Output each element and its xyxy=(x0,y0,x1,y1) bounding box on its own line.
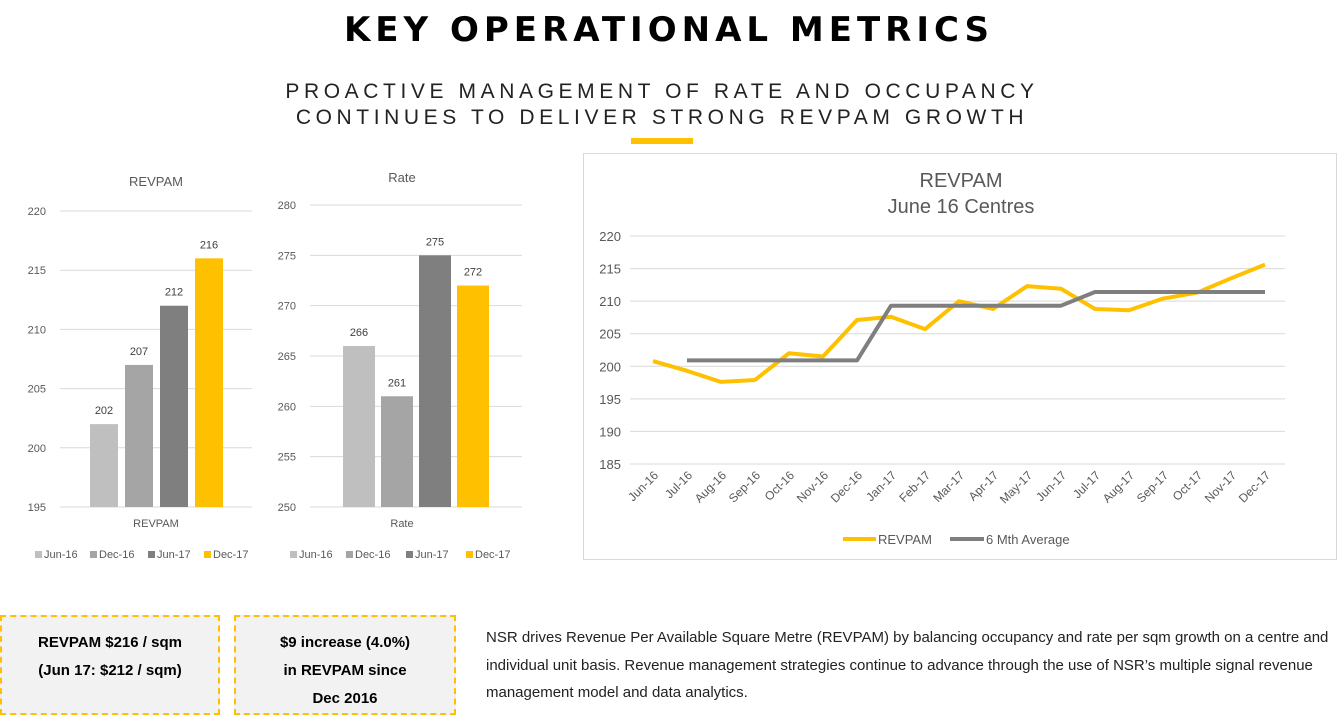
legend-label: Dec-16 xyxy=(99,549,134,561)
y-tick-label: 215 xyxy=(28,265,46,277)
legend-label: Dec-17 xyxy=(475,549,510,561)
data-label: 266 xyxy=(350,327,368,339)
legend-label: REVPAM xyxy=(878,532,932,547)
box-line: $9 increase (4.0%) xyxy=(279,634,411,651)
revpam-line-chart-svg: REVPAM June 16 Centres 185 190 195 200 205 210 2… xyxy=(583,153,1337,560)
y-tick-label: 280 xyxy=(278,200,296,212)
y-tick-label: 195 xyxy=(28,502,46,514)
data-label: 272 xyxy=(464,267,482,279)
bar-jun-17 xyxy=(419,255,451,507)
legend-swatch xyxy=(346,551,353,558)
series-line-revpam xyxy=(652,262,1266,384)
y-tick-label: 220 xyxy=(28,206,46,218)
legend-label: Dec-16 xyxy=(355,549,390,561)
bar-dec-17 xyxy=(457,285,489,507)
data-label: 261 xyxy=(388,377,406,389)
rate-bar-chart: Rate 250 255 260 265 270 275 280 266 261 275 272 Rat… xyxy=(265,160,535,570)
chart-title: REVPAM xyxy=(129,174,183,189)
revpam-bar-chart: REVPAM 195 200 205 210 215 220 202 207 212 216 REVP… xyxy=(0,160,265,570)
data-label: 216 xyxy=(200,239,218,251)
page-subtitle: PROACTIVE MANAGEMENT OF RATE AND OCCUPAN… xyxy=(0,79,1324,131)
data-label: 202 xyxy=(95,405,113,417)
revpam-summary-box: REVPAM $216 / sqm (Jun 17: $212 / sqm) xyxy=(0,615,220,715)
page-title: KEY OPERATIONAL METRICS xyxy=(343,10,995,50)
legend-swatch xyxy=(90,551,97,558)
bar-jun-16 xyxy=(90,424,118,507)
bar-jun-16 xyxy=(343,345,375,507)
y-tick-label: 200 xyxy=(28,443,46,455)
subtitle-line-1: PROACTIVE MANAGEMENT OF RATE AND OCCUPAN… xyxy=(285,80,1039,103)
legend-swatch xyxy=(35,551,42,558)
data-label: 275 xyxy=(426,236,444,248)
rate-bar-chart-svg: Rate 250 255 260 265 270 275 280 266 261 275 272 Rat… xyxy=(278,170,522,561)
y-tick-label: 255 xyxy=(278,452,296,464)
legend-swatch xyxy=(148,551,155,558)
bar-dec-17 xyxy=(195,258,223,507)
y-tick-label: 195 xyxy=(599,392,621,407)
bar-dec-16 xyxy=(125,364,153,507)
data-label: 212 xyxy=(165,287,183,299)
data-label: 207 xyxy=(130,346,148,358)
y-tick-label: 270 xyxy=(278,301,296,313)
y-tick-label: 215 xyxy=(599,262,621,277)
description-text: NSR drives Revenue Per Available Square … xyxy=(486,629,1329,701)
legend-swatch xyxy=(204,551,211,558)
y-tick-label: 205 xyxy=(28,384,46,396)
legend-label: Jun-17 xyxy=(415,549,449,561)
y-tick-label: 205 xyxy=(599,327,621,342)
y-tick-label: 200 xyxy=(599,359,621,374)
y-tick-label: 265 xyxy=(278,351,296,363)
x-category-label: REVPAM xyxy=(133,518,179,530)
y-tick-label: 210 xyxy=(28,324,46,336)
legend-label: Dec-17 xyxy=(213,549,248,561)
chart-title: REVPAM xyxy=(920,170,1003,192)
legend-label: Jun-17 xyxy=(157,549,191,561)
legend-swatch xyxy=(466,551,473,558)
legend-swatch xyxy=(406,551,413,558)
series-line-6-mth-average xyxy=(687,290,1265,363)
revpam-line-chart: REVPAM June 16 Centres 185 190 195 200 205 210 2… xyxy=(583,153,1338,561)
y-tick-label: 185 xyxy=(599,457,621,472)
chart-subtitle: June 16 Centres xyxy=(888,196,1035,218)
revpam-bar-chart-svg: REVPAM 195 200 205 210 215 220 202 207 212 216 REVP… xyxy=(28,174,252,561)
box-line: in REVPAM since xyxy=(283,662,407,679)
revpam-increase-box: $9 increase (4.0%) in REVPAM since Dec 2… xyxy=(234,615,456,715)
legend-label: 6 Mth Average xyxy=(986,532,1070,547)
box-line: Dec 2016 xyxy=(312,690,378,707)
y-tick-label: 250 xyxy=(278,502,296,514)
bar-jun-17 xyxy=(160,305,188,507)
y-tick-label: 210 xyxy=(599,294,621,309)
legend-swatch xyxy=(290,551,297,558)
legend-label: Jun-16 xyxy=(44,549,78,561)
bar-dec-16 xyxy=(381,396,413,507)
x-category-label: Rate xyxy=(390,518,413,530)
y-tick-label: 275 xyxy=(278,250,296,262)
y-tick-label: 220 xyxy=(599,229,621,244)
chart-title: Rate xyxy=(388,170,415,185)
box-line: REVPAM $216 / sqm xyxy=(38,634,182,651)
legend-label: Jun-16 xyxy=(299,549,333,561)
box-line: (Jun 17: $212 / sqm) xyxy=(38,662,182,679)
subtitle-line-2: CONTINUES TO DELIVER STRONG REVPAM GROWT… xyxy=(295,106,1029,129)
y-tick-label: 260 xyxy=(278,401,296,413)
y-tick-label: 190 xyxy=(599,424,621,439)
chart-frame xyxy=(583,153,1337,560)
accent-underline xyxy=(631,138,693,144)
